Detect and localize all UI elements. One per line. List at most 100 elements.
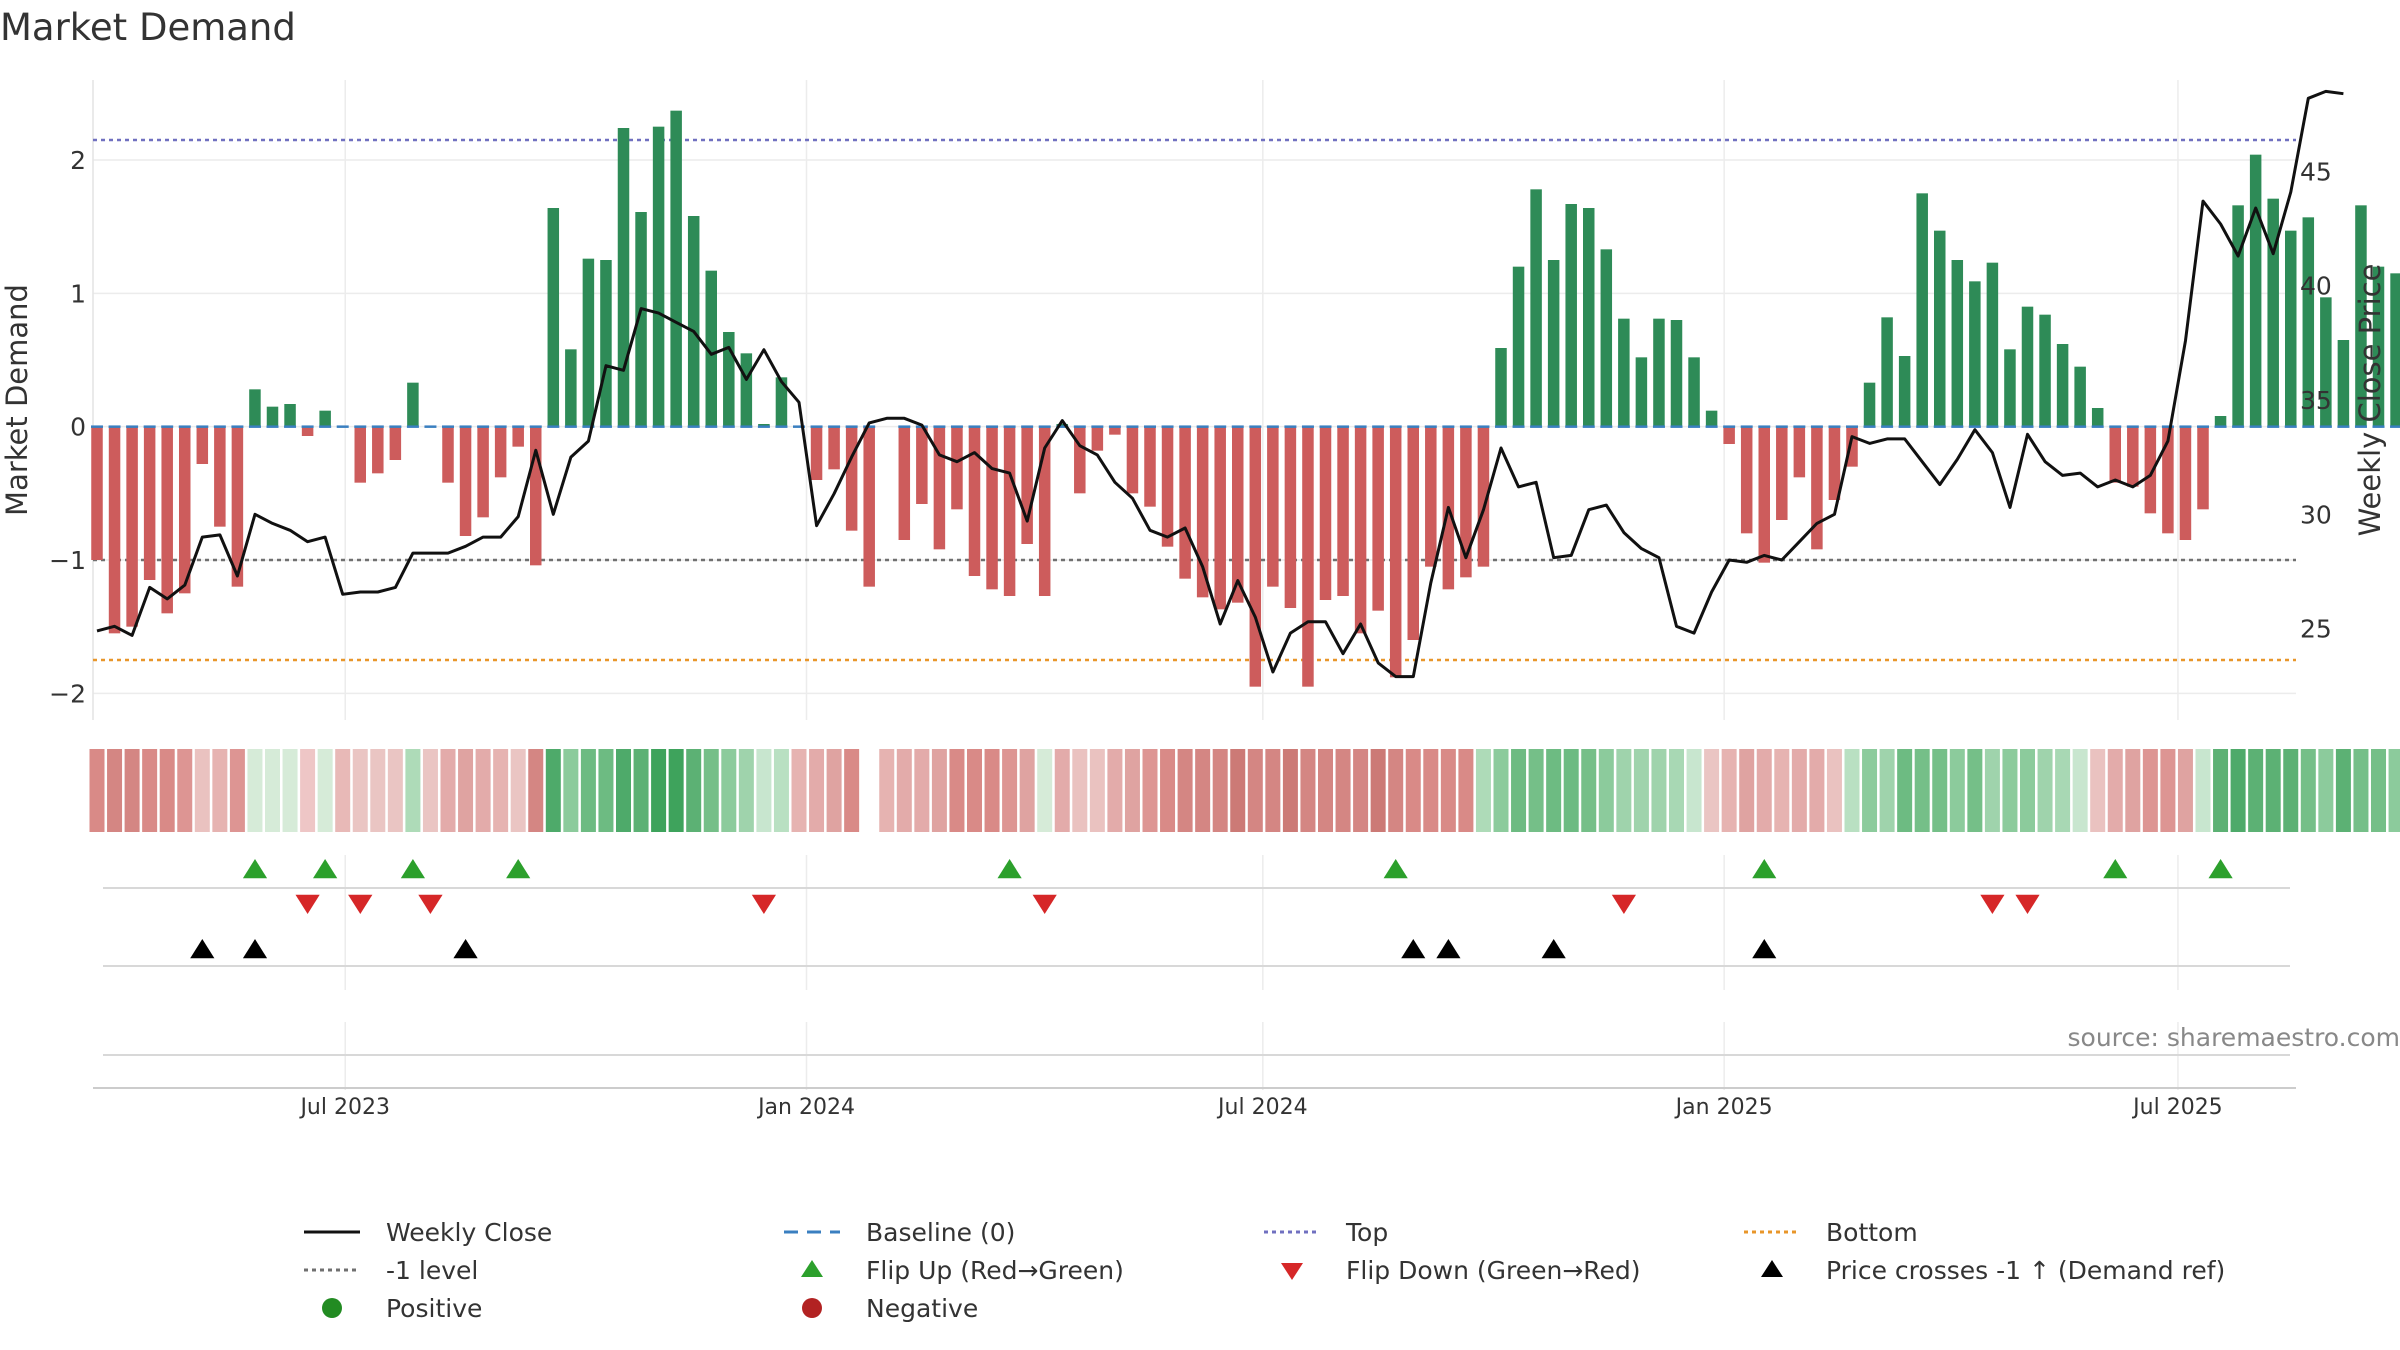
heat-cell [1756, 749, 1772, 832]
heat-cell [598, 749, 614, 832]
heat-cell [2002, 749, 2018, 832]
demand-bar [1811, 426, 1823, 550]
demand-bar [863, 426, 875, 587]
signal-markers [190, 859, 2233, 959]
demand-bar [2056, 344, 2069, 427]
heat-cell [1984, 749, 2000, 832]
heat-cell [229, 749, 245, 832]
heat-cell [1914, 749, 1930, 832]
demand-bar [1898, 356, 1911, 427]
market-demand-chart: 2 1 0 −1 −2 45 40 35 30 25 Jul 2023 Jan 2024 Jul 202… [0, 80, 2400, 1120]
heat-cell [580, 749, 596, 832]
heat-cell [773, 749, 789, 832]
heat-cell [1581, 749, 1597, 832]
heat-cell [2335, 749, 2351, 832]
heat-cell [475, 749, 491, 832]
legend-label: -1 level [386, 1255, 479, 1285]
demand-bar [1302, 426, 1314, 687]
heat-cell [738, 749, 754, 832]
legend: Weekly Close Baseline (0) Top Bottom -1 leve… [300, 1214, 2280, 1334]
demand-bar [1074, 426, 1086, 494]
heat-cell [721, 749, 737, 832]
heat-cell [1054, 749, 1070, 832]
heat-cell [159, 749, 175, 832]
heat-cell [2072, 749, 2088, 832]
demand-bar [1758, 426, 1770, 563]
flip-up-marker [506, 859, 531, 879]
demand-bar [600, 260, 612, 427]
heat-cell [668, 749, 684, 832]
flip-down-marker [1611, 894, 1636, 914]
demand-bar [2285, 230, 2297, 427]
demand-bars [91, 110, 2400, 687]
demand-bar [1109, 426, 1121, 435]
demand-bar [2144, 426, 2157, 514]
heat-cell [1300, 749, 1316, 832]
flip-down-marker [295, 894, 320, 914]
price-cross-marker [1541, 939, 1566, 959]
axes: 2 1 0 −1 −2 45 40 35 30 25 Jul 2023 Jan 2024 Jul 202… [0, 146, 2387, 1120]
heat-cell [1633, 749, 1649, 832]
heat-cell [616, 749, 631, 832]
legend-item: Bottom [1740, 1214, 1918, 1250]
x-tick-label: Jan 2025 [1674, 1095, 1773, 1120]
demand-bar [1530, 189, 1542, 427]
heat-cell [1475, 749, 1491, 832]
heat-cell [370, 749, 386, 832]
heat-cell [2160, 749, 2176, 832]
legend-label: Price crosses -1 ↑ (Demand ref) [1826, 1255, 2226, 1285]
demand-bar [1705, 410, 1718, 427]
heat-cell [703, 749, 719, 832]
heat-cell [282, 749, 298, 832]
demand-bar [1565, 204, 1577, 427]
heat-cell [335, 749, 351, 832]
demand-bar [758, 424, 770, 427]
legend-marker-icon [780, 1252, 866, 1288]
demand-bar [2372, 266, 2385, 427]
legend-marker-icon [300, 1214, 386, 1250]
heat-cell [826, 749, 842, 832]
demand-bar [319, 410, 331, 427]
demand-bar [1740, 426, 1753, 534]
heat-cell [1405, 749, 1421, 832]
heat-cell [1353, 749, 1369, 832]
demand-bar [687, 216, 700, 427]
demand-bar [617, 128, 630, 427]
heat-cell [2195, 749, 2211, 832]
heat-cell [1669, 749, 1684, 832]
heat-cell [422, 749, 438, 832]
demand-bar [266, 406, 279, 427]
demand-bar [845, 426, 858, 531]
demand-bar [1969, 281, 1981, 427]
demand-bar [2162, 426, 2174, 534]
demand-bar [2249, 154, 2262, 427]
demand-bar [2074, 366, 2086, 427]
source-credit: source: sharemaestro.com [2067, 1023, 2400, 1052]
heat-cell [1370, 749, 1386, 832]
flip-down-marker [1032, 894, 1057, 914]
demand-bar [1776, 426, 1788, 520]
heat-cell [2055, 749, 2071, 832]
legend-marker-icon [1740, 1252, 1826, 1288]
demand-bar [1635, 357, 1648, 427]
heat-cell [1739, 749, 1755, 832]
flip-down-marker [751, 894, 776, 914]
x-tick-label: Jul 2024 [1216, 1095, 1308, 1120]
heat-cell [1809, 749, 1825, 832]
heat-cell [212, 749, 228, 832]
heat-cell [931, 749, 947, 832]
heat-cell [1124, 749, 1140, 832]
demand-bar [249, 389, 261, 427]
y2-axis-label: Weekly Close Price [2353, 264, 2387, 537]
demand-bar [161, 426, 173, 614]
heat-cell [2318, 749, 2334, 832]
demand-bar [898, 426, 911, 540]
demand-bar [1091, 426, 1104, 451]
demand-bar [1126, 426, 1139, 494]
y2-tick-label: 35 [2300, 386, 2332, 415]
heat-cell [1897, 749, 1913, 832]
heat-cell [142, 749, 158, 832]
demand-bar [1284, 426, 1297, 608]
heat-cell [1388, 749, 1404, 832]
flip-up-marker [1383, 859, 1408, 879]
